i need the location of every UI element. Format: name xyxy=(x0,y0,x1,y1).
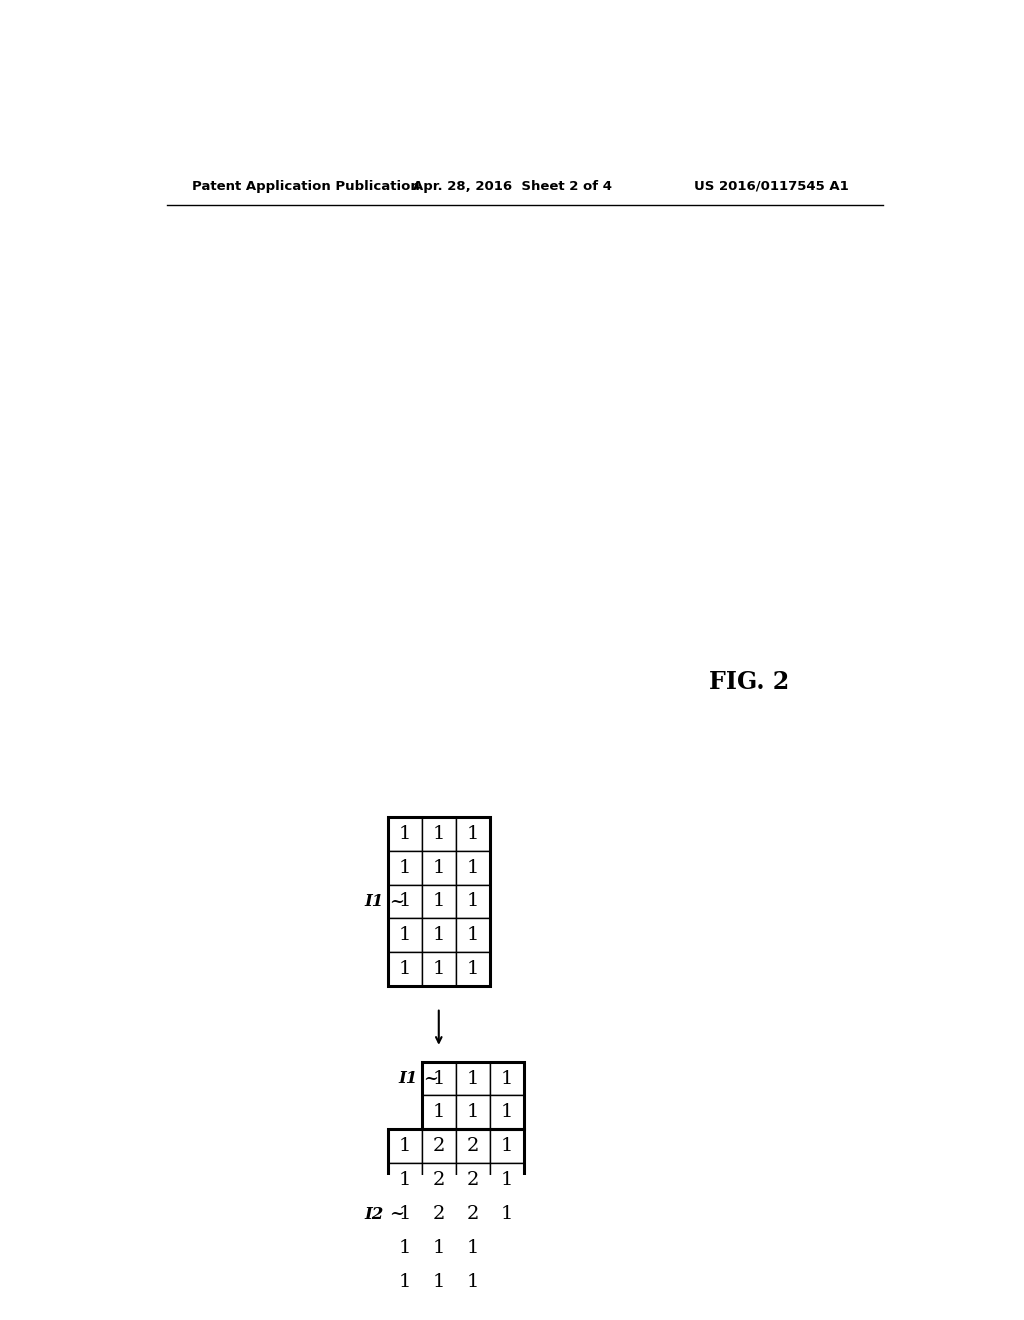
Text: 1: 1 xyxy=(398,927,411,944)
Bar xyxy=(456,1130,489,1163)
Text: 1: 1 xyxy=(467,1069,479,1088)
Bar xyxy=(422,1061,524,1130)
Text: US 2016/0117545 A1: US 2016/0117545 A1 xyxy=(693,180,849,193)
Text: 1: 1 xyxy=(398,858,411,876)
Text: 1: 1 xyxy=(432,858,445,876)
Bar xyxy=(388,850,422,884)
Bar xyxy=(388,952,422,986)
Text: 1: 1 xyxy=(398,1205,411,1224)
Text: 1: 1 xyxy=(432,960,445,978)
Text: I1: I1 xyxy=(365,892,384,909)
Text: 1: 1 xyxy=(432,892,445,911)
Text: ~: ~ xyxy=(389,892,404,911)
Bar xyxy=(456,919,489,952)
Bar xyxy=(388,817,489,986)
Bar xyxy=(388,1265,422,1299)
Bar xyxy=(456,1232,489,1265)
Text: ~: ~ xyxy=(423,1069,438,1088)
Text: 1: 1 xyxy=(398,1239,411,1257)
Text: 2: 2 xyxy=(432,1138,445,1155)
Bar xyxy=(388,884,422,919)
Bar xyxy=(388,1130,524,1232)
Text: 2: 2 xyxy=(467,1138,479,1155)
Bar xyxy=(489,1096,524,1130)
Text: Patent Application Publication: Patent Application Publication xyxy=(191,180,419,193)
Bar xyxy=(489,1163,524,1197)
Bar xyxy=(388,1232,422,1265)
Text: 1: 1 xyxy=(398,1138,411,1155)
Bar xyxy=(422,1265,456,1299)
Bar xyxy=(422,884,456,919)
Text: 1: 1 xyxy=(467,927,479,944)
Text: 1: 1 xyxy=(501,1171,513,1189)
Bar xyxy=(388,1232,489,1299)
Text: 2: 2 xyxy=(467,1205,479,1224)
Text: 1: 1 xyxy=(432,1272,445,1291)
Text: 1: 1 xyxy=(432,1104,445,1122)
Text: 1: 1 xyxy=(501,1069,513,1088)
Text: 1: 1 xyxy=(467,1104,479,1122)
Text: 1: 1 xyxy=(398,1272,411,1291)
Bar xyxy=(456,884,489,919)
Text: 1: 1 xyxy=(467,1239,479,1257)
Bar xyxy=(422,919,456,952)
Text: 2: 2 xyxy=(432,1171,445,1189)
Bar xyxy=(422,850,456,884)
Bar xyxy=(388,1197,422,1232)
Text: 1: 1 xyxy=(467,825,479,842)
Text: I1: I1 xyxy=(398,1071,418,1088)
Bar xyxy=(456,817,489,850)
Text: 2: 2 xyxy=(467,1171,479,1189)
Text: FIG. 2: FIG. 2 xyxy=(710,671,790,694)
Text: 2: 2 xyxy=(432,1205,445,1224)
Bar xyxy=(388,919,422,952)
Text: 1: 1 xyxy=(467,892,479,911)
Bar xyxy=(422,1130,456,1163)
Bar xyxy=(456,1096,489,1130)
Bar xyxy=(422,952,456,986)
Bar xyxy=(456,1061,489,1096)
Text: 1: 1 xyxy=(398,825,411,842)
Bar xyxy=(422,1232,456,1265)
Text: 1: 1 xyxy=(467,960,479,978)
Bar xyxy=(388,1163,422,1197)
Text: 1: 1 xyxy=(501,1104,513,1122)
Text: I2: I2 xyxy=(365,1205,384,1222)
Text: 1: 1 xyxy=(432,825,445,842)
Bar xyxy=(422,1163,456,1197)
Bar xyxy=(422,1061,456,1096)
Text: 1: 1 xyxy=(501,1205,513,1224)
Bar xyxy=(388,817,422,850)
Text: Apr. 28, 2016  Sheet 2 of 4: Apr. 28, 2016 Sheet 2 of 4 xyxy=(414,180,612,193)
Bar xyxy=(456,850,489,884)
Bar xyxy=(489,1130,524,1163)
Bar xyxy=(388,1130,422,1163)
Text: 1: 1 xyxy=(432,927,445,944)
Bar xyxy=(456,1265,489,1299)
Bar xyxy=(422,817,456,850)
Text: 1: 1 xyxy=(398,960,411,978)
Bar xyxy=(422,1197,456,1232)
Text: 1: 1 xyxy=(432,1239,445,1257)
Text: 1: 1 xyxy=(501,1138,513,1155)
Text: 1: 1 xyxy=(432,1069,445,1088)
Text: 1: 1 xyxy=(467,858,479,876)
Text: ~: ~ xyxy=(389,1205,404,1224)
Text: 1: 1 xyxy=(467,1272,479,1291)
Bar xyxy=(456,952,489,986)
Bar xyxy=(456,1163,489,1197)
Bar xyxy=(489,1197,524,1232)
Text: 1: 1 xyxy=(398,892,411,911)
Bar xyxy=(489,1061,524,1096)
Text: 1: 1 xyxy=(398,1171,411,1189)
Bar xyxy=(422,1096,456,1130)
Bar xyxy=(456,1197,489,1232)
